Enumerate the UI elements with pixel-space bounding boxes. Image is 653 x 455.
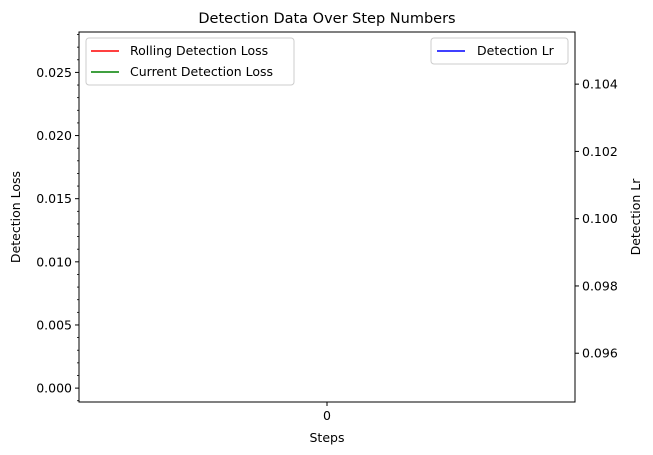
- left-axis: 0.000 0.005 0.010 0.015 0.020 0.025: [36, 34, 79, 402]
- left-tick-label: 0.000: [36, 381, 72, 396]
- chart-title: Detection Data Over Step Numbers: [198, 11, 455, 27]
- legend-right: Detection Lr: [430, 37, 569, 65]
- legend-left: Rolling Detection Loss Current Detection…: [85, 37, 295, 86]
- right-axis: 0.096 0.098 0.100 0.102 0.104: [575, 77, 618, 361]
- left-tick-label: 0.010: [36, 254, 72, 269]
- legend-right-box: [430, 37, 569, 65]
- right-tick-label: 0.096: [582, 346, 618, 361]
- right-tick-label: 0.102: [582, 144, 618, 159]
- x-axis-label: Steps: [310, 430, 345, 445]
- left-tick-label: 0.005: [36, 317, 72, 332]
- right-tick-label: 0.100: [582, 211, 618, 226]
- left-tick-label: 0.025: [36, 65, 72, 80]
- legend-label-detection-lr: Detection Lr: [477, 43, 555, 58]
- legend-left-box: [85, 37, 295, 86]
- right-tick-label: 0.098: [582, 278, 618, 293]
- x-tick-label: 0: [323, 408, 331, 423]
- right-tick-label: 0.104: [582, 77, 618, 92]
- y-axis-label: Detection Loss: [8, 171, 23, 263]
- x-axis: 0: [323, 402, 331, 423]
- left-tick-label: 0.020: [36, 128, 72, 143]
- legend-label-rolling-detection-loss: Rolling Detection Loss: [130, 43, 268, 58]
- legend-label-current-detection-loss: Current Detection Loss: [130, 64, 273, 79]
- y2-axis-label: Detection Lr: [628, 178, 643, 256]
- left-tick-label: 0.015: [36, 191, 72, 206]
